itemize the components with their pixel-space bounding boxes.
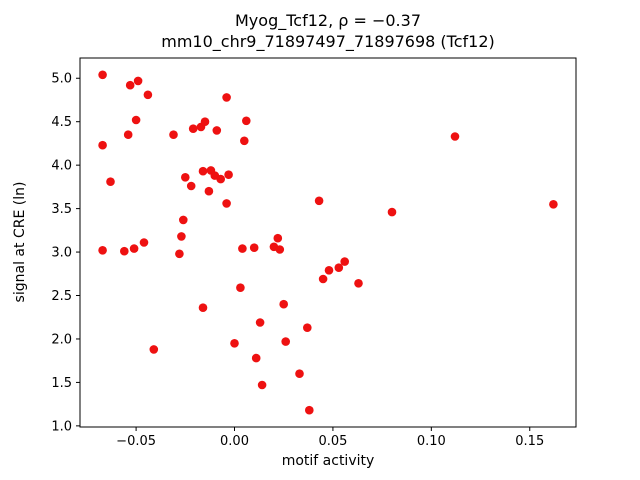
y-tick-label: 2.5 bbox=[51, 289, 72, 304]
data-point bbox=[216, 174, 225, 184]
data-point bbox=[230, 339, 239, 348]
data-point bbox=[222, 93, 231, 102]
data-point bbox=[295, 369, 304, 379]
data-point bbox=[279, 299, 289, 309]
data-point bbox=[181, 173, 190, 182]
data-points-group bbox=[98, 70, 558, 415]
data-point bbox=[125, 80, 135, 90]
data-point bbox=[318, 274, 328, 284]
x-axis-label: motif activity bbox=[282, 453, 375, 469]
data-point bbox=[257, 380, 267, 390]
y-tick-label: 2.0 bbox=[51, 332, 72, 347]
data-point bbox=[549, 200, 558, 209]
data-point bbox=[242, 116, 251, 126]
y-tick-label: 3.5 bbox=[51, 202, 72, 217]
x-tick-label: 0.15 bbox=[515, 434, 544, 449]
data-point bbox=[143, 90, 153, 100]
x-tick-label: 0.10 bbox=[417, 434, 446, 449]
data-point bbox=[340, 257, 350, 266]
data-point bbox=[186, 181, 196, 191]
data-point bbox=[236, 283, 245, 293]
data-point bbox=[98, 140, 107, 150]
x-tick-label: 0.05 bbox=[318, 434, 347, 449]
y-tick-label: 4.0 bbox=[51, 159, 72, 174]
data-point bbox=[238, 244, 247, 253]
y-tick-label: 5.0 bbox=[51, 72, 72, 87]
data-point bbox=[131, 115, 141, 125]
data-point bbox=[324, 266, 334, 275]
x-tick-label: 0.00 bbox=[220, 434, 249, 449]
y-tick-label: 1.0 bbox=[51, 419, 72, 434]
data-point bbox=[249, 243, 259, 252]
plot-subtitle: mm10_chr9_71897497_71897698 (Tcf12) bbox=[161, 32, 495, 52]
data-point bbox=[175, 249, 184, 259]
y-tick-label: 3.0 bbox=[51, 246, 72, 261]
data-point bbox=[106, 177, 115, 186]
data-point bbox=[354, 279, 363, 288]
data-point bbox=[387, 207, 397, 217]
data-point bbox=[204, 186, 214, 196]
y-tick-label: 1.5 bbox=[51, 376, 72, 391]
data-point bbox=[334, 263, 344, 273]
y-tick-label: 4.5 bbox=[51, 115, 72, 130]
data-point bbox=[129, 244, 139, 253]
data-point bbox=[212, 126, 222, 135]
data-point bbox=[303, 323, 312, 333]
data-point bbox=[123, 130, 133, 139]
data-point bbox=[222, 199, 231, 208]
plot-title: Myog_Tcf12, ρ = −0.37 bbox=[235, 11, 421, 31]
data-point bbox=[273, 233, 283, 243]
tick-group: −0.05 0.00 0.05 0.10 0.15 1.0 1.5 2.0 2.5 3.0 3.5 4… bbox=[51, 72, 544, 449]
data-point bbox=[98, 70, 107, 80]
data-point bbox=[281, 337, 291, 346]
data-point bbox=[98, 246, 107, 255]
data-point bbox=[224, 170, 233, 179]
data-point bbox=[255, 318, 265, 327]
data-point bbox=[179, 215, 188, 225]
data-point bbox=[169, 130, 178, 139]
data-point bbox=[120, 246, 129, 256]
data-point bbox=[149, 345, 159, 354]
data-point bbox=[133, 76, 143, 86]
axes-frame bbox=[79, 57, 577, 428]
data-point bbox=[450, 132, 460, 141]
x-tick-label: −0.05 bbox=[116, 434, 156, 449]
data-point bbox=[198, 166, 208, 176]
data-point bbox=[188, 124, 198, 133]
data-point bbox=[275, 245, 285, 254]
data-point bbox=[200, 117, 210, 126]
data-point bbox=[198, 303, 208, 313]
data-point bbox=[139, 238, 149, 247]
data-point bbox=[251, 353, 261, 363]
data-point bbox=[240, 136, 249, 146]
y-axis-label: signal at CRE (ln) bbox=[12, 182, 28, 303]
data-point bbox=[177, 232, 186, 241]
data-point bbox=[305, 405, 314, 415]
data-point bbox=[314, 196, 324, 206]
